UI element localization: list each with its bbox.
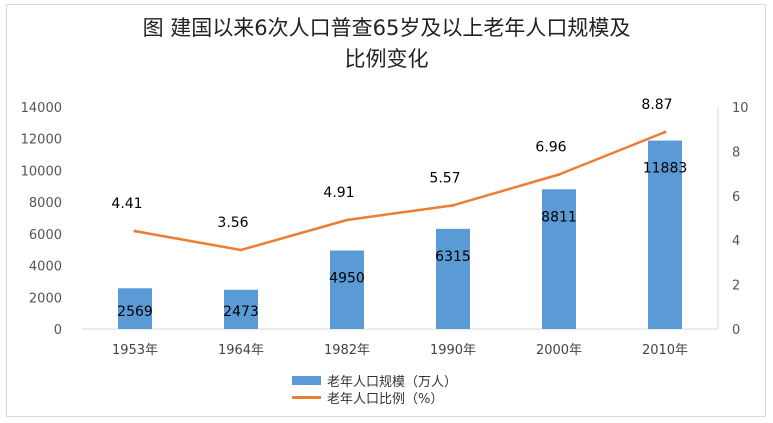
y-right-tick-label: 4 xyxy=(732,234,740,249)
line-point xyxy=(239,248,243,252)
legend-label-bar: 老年人口规模（万人） xyxy=(327,375,458,390)
bar-data-label: 4950 xyxy=(329,271,365,287)
y-left-tick-label: 8000 xyxy=(29,196,62,211)
x-category-label: 2000年 xyxy=(536,343,582,358)
chart-title-line1: 图 建国以来6次人口普查65岁及以上老年人口规模及 xyxy=(142,16,631,40)
legend-swatch-line xyxy=(292,396,321,399)
x-category-label: 1953年 xyxy=(112,343,158,358)
x-category-label: 2010年 xyxy=(642,343,688,358)
bar-data-label: 6315 xyxy=(435,249,471,265)
y-right-tick-label: 8 xyxy=(732,145,740,160)
line-data-label: 8.87 xyxy=(641,97,672,113)
y-right-tick-label: 6 xyxy=(732,190,740,205)
bar-data-label: 2569 xyxy=(117,304,153,320)
line-point xyxy=(345,218,349,222)
bar-data-label: 8811 xyxy=(541,209,577,225)
y-left-tick-label: 12000 xyxy=(21,133,62,148)
y-right-tick-label: 2 xyxy=(732,279,740,294)
legend-swatch-bar xyxy=(292,376,321,385)
bar xyxy=(648,140,682,329)
bar xyxy=(118,288,152,329)
x-category-label: 1964年 xyxy=(218,343,264,358)
legend-label-line: 老年人口比例（%） xyxy=(327,392,444,407)
chart-frame xyxy=(6,4,766,417)
bar xyxy=(436,228,470,329)
line-data-label: 4.91 xyxy=(323,185,354,201)
line-data-label: 4.41 xyxy=(111,196,142,212)
y-left-tick-label: 6000 xyxy=(29,228,62,243)
bar xyxy=(542,189,576,329)
line-point xyxy=(557,172,561,176)
bar xyxy=(224,289,258,329)
legend: 老年人口规模（万人） 老年人口比例（%） xyxy=(292,372,458,407)
y-left-tick-label: 14000 xyxy=(21,101,62,116)
legend-item-line: 老年人口比例（%） xyxy=(292,389,457,407)
ratio-line xyxy=(134,130,666,252)
line-point xyxy=(133,229,137,233)
y-left-tick-label: 10000 xyxy=(21,164,62,179)
y-right-tick-label: 10 xyxy=(732,101,749,116)
x-category-label: 1982年 xyxy=(324,343,370,358)
line-point xyxy=(451,203,455,207)
legend-item-bar: 老年人口规模（万人） xyxy=(292,372,458,390)
chart-title-line2: 比例变化 xyxy=(344,47,429,71)
bar-data-label: 11883 xyxy=(643,161,688,177)
bar xyxy=(330,250,364,329)
bar-data-label: 2473 xyxy=(223,304,259,320)
y-left-tick-label: 2000 xyxy=(29,291,62,306)
y-left-tick-label: 0 xyxy=(54,323,62,338)
line-data-label: 3.56 xyxy=(217,215,248,231)
x-category-label: 1990年 xyxy=(430,343,476,358)
line-point xyxy=(663,130,667,134)
line-data-label: 5.57 xyxy=(429,170,460,186)
y-left-tick-label: 4000 xyxy=(29,260,62,275)
y-right-tick-label: 0 xyxy=(732,323,740,338)
line-data-label: 6.96 xyxy=(535,139,566,155)
